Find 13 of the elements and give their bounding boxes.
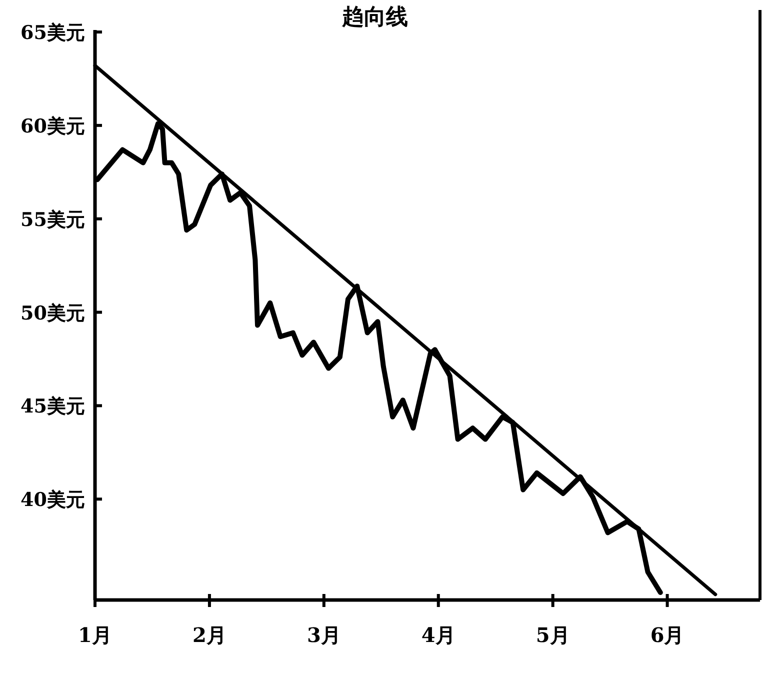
y-tick-label: 50美元	[20, 302, 85, 324]
x-tick-label: 6月	[650, 623, 684, 647]
x-tick-label: 2月	[192, 623, 226, 647]
title: 趋向线	[342, 4, 408, 30]
y-tick-label: 55美元	[20, 208, 85, 231]
x-tick-label: 5月	[536, 623, 570, 647]
y-tick-label: 65美元	[20, 22, 85, 44]
y-tick-label: 40美元	[20, 489, 85, 512]
y-tick-label: 60美元	[20, 115, 85, 138]
y-tick-label: 45美元	[20, 396, 85, 418]
x-tick-label: 3月	[306, 623, 341, 647]
x-tick-label: 1月	[78, 623, 112, 647]
x-tick-label: 4月	[421, 623, 456, 647]
